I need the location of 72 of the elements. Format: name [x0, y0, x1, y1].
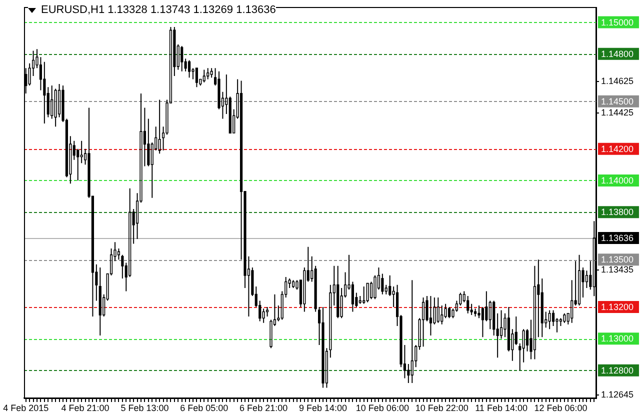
candlestick: [548, 310, 551, 330]
y-tick-label: 1.13435: [601, 264, 634, 274]
candlestick: [262, 308, 265, 324]
x-tick-label: 5 Feb 13:00: [120, 402, 169, 413]
candlestick: [351, 281, 354, 312]
candlestick: [147, 118, 150, 167]
ref-line-label: 1.13800: [601, 207, 634, 218]
candlestick: [488, 300, 492, 330]
x-tick-label: 10 Feb 06:00: [356, 402, 409, 413]
candlestick: [540, 278, 544, 338]
x-tick-label: 4 Feb 2015: [3, 402, 49, 413]
candlestick: [507, 306, 510, 352]
ref-line-label: 1.15000: [601, 17, 634, 28]
candlestick: [485, 290, 488, 322]
candlestick: [410, 280, 414, 384]
ref-line-label: 1.14500: [601, 96, 634, 106]
ref-line-label: 1.14000: [601, 175, 634, 186]
candlestick: [407, 363, 410, 384]
candlestick: [440, 304, 444, 325]
ref-line-label: 1.13500: [601, 254, 634, 265]
candlestick: [43, 61, 46, 124]
ref-line-label: 1.12800: [601, 365, 634, 376]
candlestick: [303, 266, 306, 312]
candlestick: [570, 280, 574, 324]
candlestick: [98, 266, 102, 336]
candlestick: [433, 297, 436, 325]
ref-line-label: 1.13000: [601, 334, 634, 344]
candlestick: [128, 188, 132, 278]
candlestick: [58, 83, 61, 118]
y-tick-label: 1.12645: [601, 389, 634, 400]
candlestick: [500, 310, 503, 340]
candlestick: [533, 265, 536, 360]
ref-line-label: 1.13200: [601, 302, 634, 312]
candlestick: [202, 69, 206, 83]
candlestick: [478, 304, 480, 319]
candlestick: [429, 295, 432, 336]
candlestick: [322, 306, 324, 388]
candlestick: [422, 297, 425, 348]
ref-line-label: 1.14800: [601, 48, 634, 59]
candlestick: [388, 274, 392, 296]
candlestick: [522, 328, 525, 363]
candlestick: [329, 284, 332, 358]
candlestick: [121, 254, 124, 280]
x-tick-label: 11 Feb 14:00: [475, 402, 528, 413]
x-tick-label: 6 Feb 05:00: [180, 402, 228, 413]
x-tick-label: 9 Feb 14:00: [298, 402, 348, 413]
candlestick: [180, 46, 184, 72]
candlestick: [526, 328, 529, 352]
y-tick-label: 1.14625: [601, 76, 634, 86]
candlestick: [76, 148, 80, 181]
candlestick: [340, 288, 343, 319]
candlestick: [514, 316, 518, 346]
candlestick: [117, 248, 120, 260]
candlestick: [470, 303, 473, 316]
candlestick: [336, 265, 340, 319]
candlestick: [481, 306, 484, 338]
x-tick-label: 6 Feb 21:00: [240, 402, 288, 413]
ref-line-label: 1.13636: [601, 233, 634, 244]
candlestick: [50, 85, 54, 120]
candlestick: [578, 254, 581, 306]
candlestick: [436, 297, 440, 324]
candlestick: [366, 282, 369, 303]
y-tick-label: 1.14425: [601, 108, 634, 118]
x-tick-label: 10 Feb 22:00: [415, 402, 468, 413]
candlestick: [492, 300, 496, 336]
candlestick: [158, 99, 161, 154]
x-tick-label: 4 Feb 21:00: [61, 402, 110, 413]
chart-title: EURUSD,H1 1.13328 1.13743 1.13269 1.13636: [41, 4, 276, 16]
candlestick: [585, 270, 588, 289]
x-tick-label: 12 Feb 06:00: [534, 402, 588, 413]
ref-line-label: 1.14200: [601, 144, 634, 154]
candlestick: [54, 88, 57, 128]
